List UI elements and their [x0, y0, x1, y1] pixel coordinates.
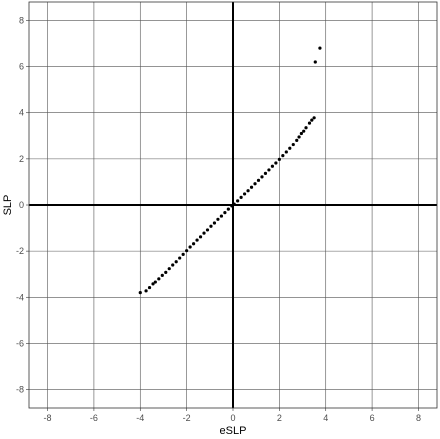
y-tick-label: 0 [19, 200, 24, 210]
data-point [138, 291, 142, 295]
data-point [299, 131, 303, 136]
data-point [281, 154, 285, 158]
data-point [304, 126, 308, 130]
data-point [253, 182, 257, 186]
x-axis-ticks: -8 -6 -4 -2 0 2 4 6 8 [44, 408, 421, 423]
x-tick-label: 6 [370, 413, 375, 423]
data-point [205, 228, 210, 232]
data-point [249, 185, 254, 189]
y-tick-label: 4 [19, 108, 24, 118]
data-point [246, 189, 250, 193]
data-point [274, 161, 278, 165]
data-point [288, 146, 292, 150]
y-axis-title: SLP [2, 195, 14, 216]
data-point [171, 263, 175, 267]
data-point [178, 256, 182, 260]
data-point [263, 171, 268, 175]
data-point [310, 118, 314, 122]
data-point [212, 221, 217, 225]
data-point [260, 175, 264, 179]
y-tick-label: 2 [19, 154, 24, 164]
y-tick-label: 8 [19, 15, 24, 25]
data-point [232, 202, 236, 206]
data-points [138, 46, 322, 295]
x-tick-label: -8 [44, 413, 52, 423]
data-point [191, 242, 196, 246]
data-point [277, 157, 281, 161]
y-axis-ticks: -8 -6 -4 -2 0 2 4 6 8 [16, 15, 29, 395]
data-point [236, 199, 240, 203]
x-axis-title: eSLP [220, 425, 247, 437]
data-point [312, 116, 316, 120]
y-tick-label: -8 [16, 385, 24, 395]
data-point [216, 217, 220, 221]
data-point [256, 178, 261, 182]
data-point [242, 192, 247, 196]
data-point [313, 60, 317, 64]
data-point [151, 282, 155, 286]
data-point [226, 207, 230, 211]
data-point [318, 46, 322, 50]
x-tick-label: -6 [90, 413, 98, 423]
y-tick-label: -4 [16, 292, 24, 302]
data-point [284, 150, 288, 154]
data-point [223, 211, 227, 215]
x-tick-label: -2 [183, 413, 191, 423]
data-point [239, 195, 243, 199]
y-tick-label: -6 [16, 338, 24, 348]
data-point [291, 142, 295, 147]
data-point [202, 231, 206, 235]
data-point [230, 204, 234, 208]
x-tick-label: -4 [136, 413, 144, 423]
data-point [198, 235, 203, 239]
data-point [153, 280, 157, 284]
data-point [270, 164, 275, 168]
data-point [160, 273, 164, 277]
y-tick-label: -2 [16, 246, 24, 256]
data-point [295, 138, 299, 143]
x-tick-label: 8 [416, 413, 421, 423]
data-point [147, 285, 152, 290]
y-tick-label: 6 [19, 62, 24, 72]
data-point [174, 260, 178, 264]
x-tick-label: 2 [277, 413, 282, 423]
data-point [185, 249, 189, 253]
x-tick-label: 0 [230, 413, 235, 423]
data-point [267, 168, 271, 172]
data-point [167, 267, 171, 271]
data-point [297, 135, 301, 139]
data-point [157, 277, 161, 281]
data-point [307, 121, 312, 125]
data-point [302, 129, 306, 133]
data-point [209, 224, 213, 228]
data-point [164, 270, 168, 274]
data-point [219, 214, 224, 218]
data-point [181, 252, 185, 256]
data-point [144, 289, 148, 293]
data-point [188, 245, 192, 249]
x-tick-label: 4 [323, 413, 328, 423]
data-point [195, 238, 199, 242]
